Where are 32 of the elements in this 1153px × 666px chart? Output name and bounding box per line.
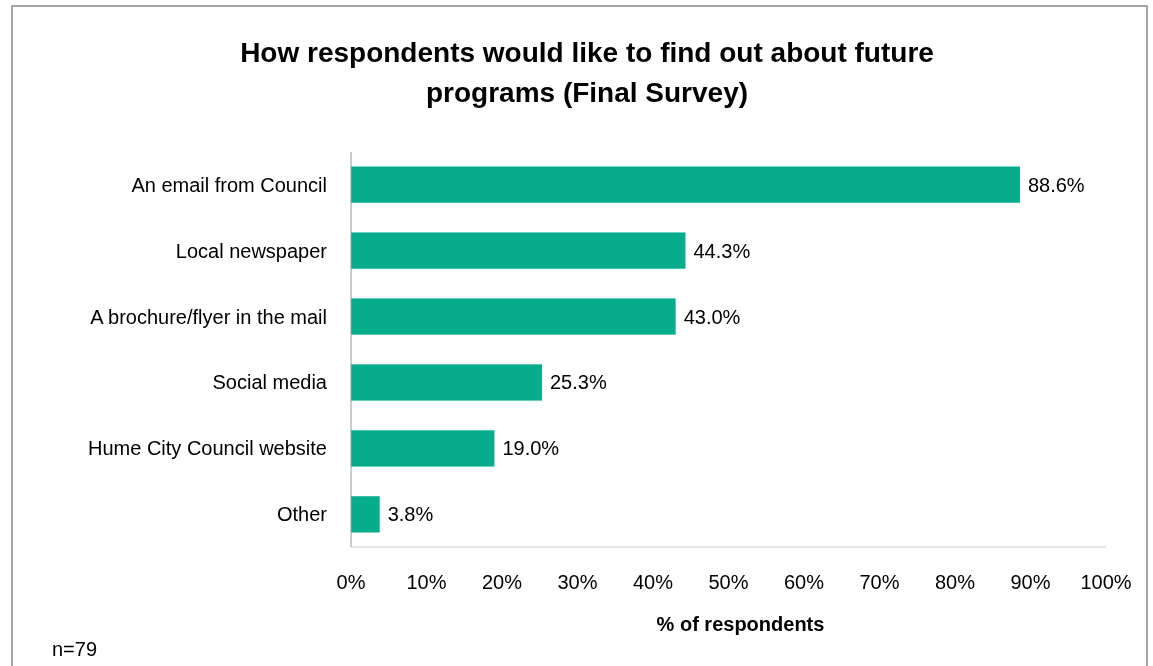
x-tick-label: 60% (783, 571, 825, 593)
chart-title: How respondents would like to find out about future programs (Final Survey) (240, 37, 934, 108)
bar (351, 364, 543, 401)
bar (351, 430, 495, 467)
data-label: 25.3% (550, 371, 607, 394)
x-tick-label: 100% (1080, 571, 1132, 593)
y-tick-label: Other (276, 503, 328, 526)
data-label: 19.0% (502, 437, 560, 460)
data-label: 88.6% (1027, 173, 1085, 196)
x-tick-label: 90% (1010, 571, 1051, 593)
bar (351, 298, 676, 335)
y-tick-label: A brochure/flyer in the mail (90, 305, 327, 328)
x-tick-label: 10% (406, 571, 447, 593)
x-axis-title: % of respondents (656, 613, 825, 635)
y-tick-label: Hume City Council website (88, 437, 327, 460)
bar (351, 232, 686, 269)
data-label: 43.0% (683, 305, 741, 328)
bar (351, 166, 1020, 203)
y-tick-label: An email from Council (131, 173, 327, 196)
x-tick-label: 30% (557, 571, 598, 593)
data-label: 3.8% (387, 503, 434, 526)
y-tick-label: Local newspaper (175, 239, 328, 262)
x-tick-label: 20% (481, 571, 523, 593)
x-tick-label: 80% (934, 571, 976, 593)
bar (351, 496, 380, 533)
x-tick-label: 40% (632, 571, 674, 593)
y-tick-label: Social media (212, 371, 328, 394)
text: n=79 (52, 638, 98, 660)
data-label: 44.3% (693, 239, 751, 262)
x-tick-label: 0% (336, 571, 366, 593)
x-tick-label: 70% (859, 571, 900, 593)
x-tick-label: 50% (708, 571, 749, 593)
